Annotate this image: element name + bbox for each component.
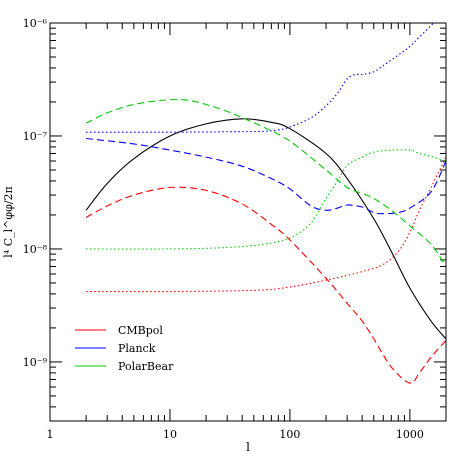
series-line-1 (85, 186, 446, 384)
x-tick-label: 10 (163, 428, 177, 441)
series-line-2 (86, 156, 446, 293)
axis-tick-labels: 1 10 100 1000 10⁻⁹ 10⁻⁸ 10⁻⁷ 10⁻⁶ (23, 17, 424, 441)
legend-label: PolarBear (118, 360, 174, 373)
y-tick-label: 10⁻⁸ (23, 243, 48, 256)
x-tick-label: 1000 (396, 428, 424, 441)
y-tick-label: 10⁻⁷ (23, 130, 48, 143)
series-line-3 (86, 137, 446, 215)
y-tick-label: 10⁻⁶ (23, 17, 48, 30)
axis-ticks (49, 22, 447, 422)
legend-label: CMBpol (118, 324, 163, 337)
series-line-6 (86, 149, 446, 250)
x-axis-label: l (246, 440, 250, 454)
x-tick-label: 1 (47, 428, 54, 441)
y-tick-label: 10⁻⁹ (23, 356, 48, 369)
x-tick-label: 100 (279, 428, 300, 441)
series-line-0 (85, 118, 446, 340)
plot-curves (85, 23, 446, 384)
legend: CMBpol Planck PolarBear (75, 324, 174, 373)
plot-frame (49, 22, 447, 422)
y-axis-label: l⁴ C_l^φφ/2π (2, 186, 15, 257)
legend-label: Planck (118, 342, 156, 355)
series-line-5 (85, 98, 446, 267)
series-line-4 (86, 23, 435, 133)
